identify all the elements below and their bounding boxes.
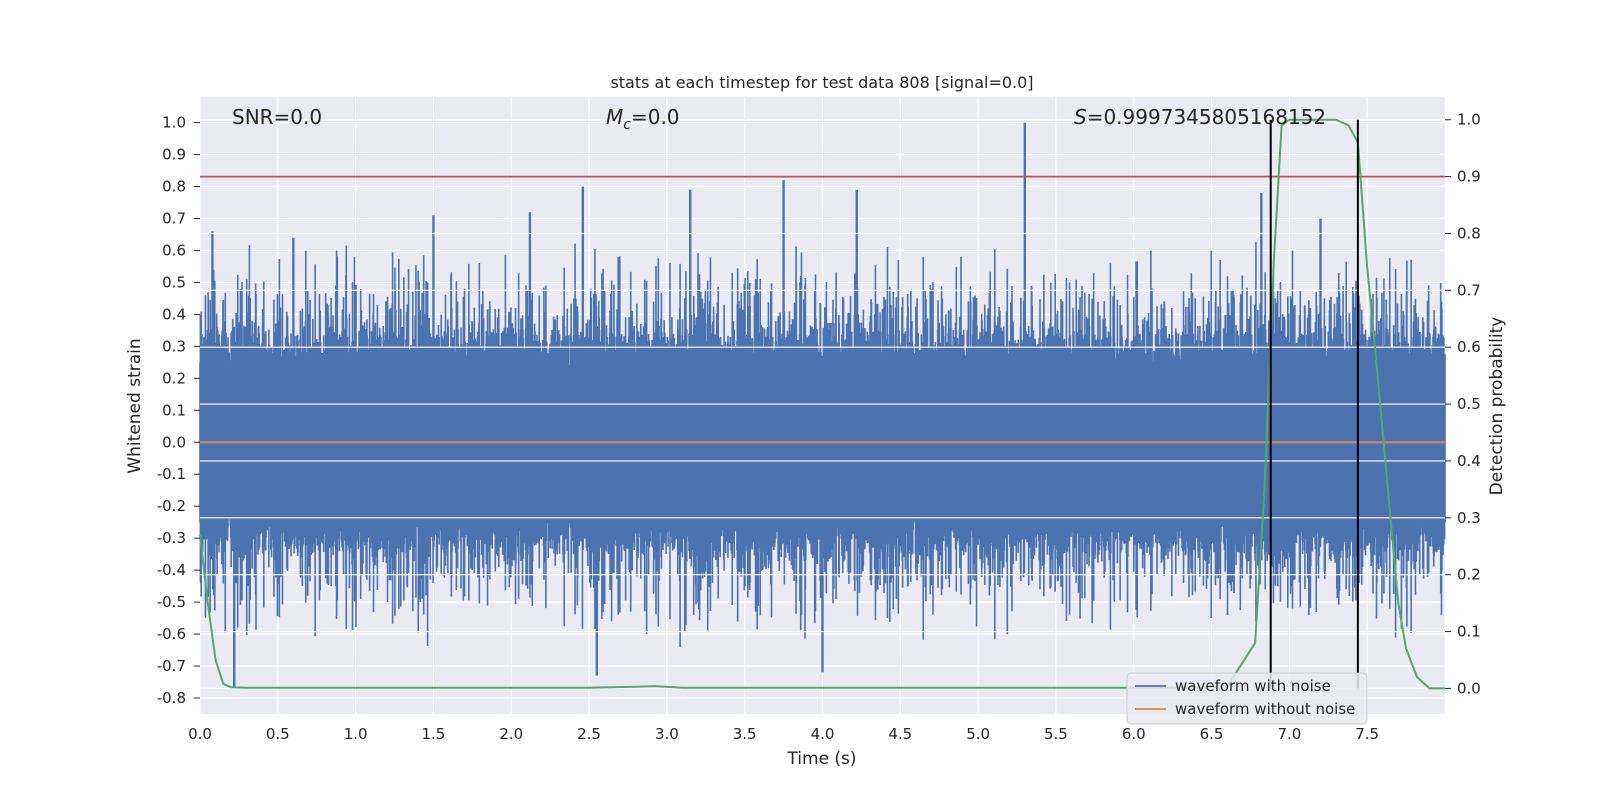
x-axis-label: Time (s) <box>786 749 856 769</box>
y-tick-label: -0.1 <box>157 465 186 483</box>
x-tick-label: 5.0 <box>966 725 990 743</box>
y-tick-label: 0.9 <box>162 146 186 164</box>
y2-tick-label: 0.8 <box>1457 224 1481 242</box>
chart-title: stats at each timestep for test data 808… <box>610 73 1033 92</box>
y2-tick-label: 0.6 <box>1457 338 1481 356</box>
y2-axis-label: Detection probability <box>1487 317 1507 496</box>
x-tick-label: 0.5 <box>266 725 290 743</box>
x-tick-label: 4.0 <box>811 725 835 743</box>
y-tick-label: 0.7 <box>162 209 186 227</box>
y2-tick-label: 0.9 <box>1457 168 1481 186</box>
score-annotation: S=0.9997345805168152 <box>1074 105 1326 129</box>
snr-annotation: SNR=0.0 <box>232 105 322 129</box>
chirp-mass-value: =0.0 <box>631 105 680 129</box>
y2-tick-label: 0.2 <box>1457 566 1481 584</box>
detection-probability-line <box>199 118 1445 690</box>
y-tick-label: 0.1 <box>162 401 186 419</box>
x-tick-label: 3.5 <box>733 725 757 743</box>
y2-tick-label: 0.7 <box>1457 281 1481 299</box>
y2-tick-label: 0.3 <box>1457 509 1481 527</box>
y-tick-label: 0.5 <box>162 273 186 291</box>
x-tick-label: 4.5 <box>888 725 912 743</box>
x-tick-label: 2.5 <box>577 725 601 743</box>
legend-label-clean: waveform without noise <box>1175 700 1355 718</box>
x-axis-ticks: 0.0 0.5 1.0 1.5 2.0 2.5 3.0 3.5 4.0 4.5 5.0 5.5 6.0 6… <box>188 725 1379 743</box>
y-tick-label: -0.2 <box>157 497 186 515</box>
x-tick-label: 3.0 <box>655 725 679 743</box>
y-axis-ticks: 1.0 0.9 0.8 0.7 0.6 0.5 0.4 0.3 0.2 0.1 0.0 -0.1 -0.… <box>157 114 200 707</box>
overlay-lines <box>199 118 1445 690</box>
y2-axis-ticks: 1.0 0.9 0.8 0.7 0.6 0.5 0.4 0.3 0.2 0.1 0.0 <box>1445 111 1481 697</box>
y-tick-label: -0.5 <box>157 593 186 611</box>
x-tick-label: 6.0 <box>1122 725 1146 743</box>
y-tick-label: -0.7 <box>157 657 186 675</box>
y2-tick-label: 0.4 <box>1457 452 1481 470</box>
legend-box <box>1126 672 1368 725</box>
y-tick-label: 0.6 <box>162 241 186 259</box>
y-tick-label: 1.0 <box>162 114 186 132</box>
y-tick-label: 0.2 <box>162 369 186 387</box>
secondary-grid-lines <box>200 119 1445 690</box>
x-tick-label: 7.0 <box>1277 725 1301 743</box>
y-tick-label: -0.4 <box>157 561 186 579</box>
y2-tick-label: 0.5 <box>1457 395 1481 413</box>
x-tick-label: 6.5 <box>1200 725 1224 743</box>
y-tick-label: -0.8 <box>157 689 186 707</box>
x-tick-label: 2.0 <box>499 725 523 743</box>
score-symbol: S <box>1074 105 1087 129</box>
x-tick-label: 1.0 <box>344 725 368 743</box>
y-tick-label: 0.3 <box>162 337 186 355</box>
score-value: =0.9997345805168152 <box>1087 105 1326 129</box>
y-tick-label: -0.6 <box>157 625 186 643</box>
y-axis-label: Whitened strain <box>125 338 145 473</box>
chirp-mass-symbol: M <box>606 105 623 129</box>
y2-tick-label: 0.0 <box>1457 679 1481 697</box>
legend-label-noise: waveform with noise <box>1175 677 1331 695</box>
y-tick-label: -0.3 <box>157 529 186 547</box>
y-tick-label: 0.0 <box>162 433 186 451</box>
x-tick-label: 7.5 <box>1355 725 1379 743</box>
y-tick-label: 0.8 <box>162 178 186 196</box>
x-tick-label: 1.5 <box>422 725 446 743</box>
x-tick-label: 5.5 <box>1044 725 1068 743</box>
y-tick-label: 0.4 <box>162 305 186 323</box>
y2-tick-label: 0.1 <box>1457 623 1481 641</box>
y2-tick-label: 1.0 <box>1457 111 1481 129</box>
chirp-mass-subscript: c <box>623 117 631 133</box>
chirp-mass-annotation: Mc=0.0 <box>606 105 680 133</box>
legend: waveform with noise waveform without noi… <box>1126 672 1368 725</box>
x-tick-label: 0.0 <box>188 725 212 743</box>
